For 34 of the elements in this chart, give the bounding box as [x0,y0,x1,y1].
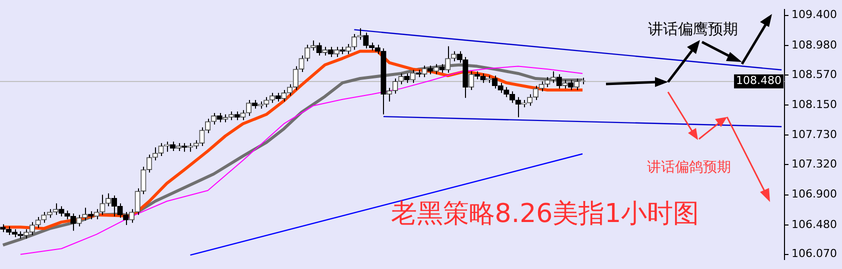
candlestick [416,69,422,78]
candlestick [123,212,129,226]
candlestick [556,74,562,90]
y-tick-label: 106.900 [792,188,838,201]
y-tick-label: 108.570 [792,68,838,81]
y-tick-label: 107.320 [792,158,838,171]
candlestick [170,141,176,152]
annotation: 老黑策略8.26美指1小时图 [390,198,700,229]
candlestick [515,96,521,118]
candlestick [100,194,106,216]
candlestick [427,65,434,75]
candlestick [328,46,334,58]
candlestick [58,206,64,217]
candlestick [275,92,281,102]
candlestick [439,64,445,74]
annotation: 讲话偏鹰预期 [648,20,738,38]
y-tick-label: 109.400 [792,8,838,22]
annotation: 讲话偏鸽预期 [647,160,731,176]
candlestick [41,212,47,224]
candlestick [234,111,240,121]
candlestick [216,112,222,123]
y-tick-label: 107.730 [792,128,838,142]
candlestick [404,72,410,84]
y-tick-label: 106.480 [792,218,838,231]
y-tick-label: 108.150 [792,98,838,111]
candlestick [363,32,369,49]
y-tick-label: 106.070 [792,247,838,260]
ref-line-label: 108.480 [736,74,782,88]
candlestick [252,100,258,110]
candlestick [35,216,41,228]
candlestick [340,46,346,55]
candlestick [316,42,322,56]
candlestick [46,208,53,218]
y-tick-label: 108.980 [792,38,838,52]
